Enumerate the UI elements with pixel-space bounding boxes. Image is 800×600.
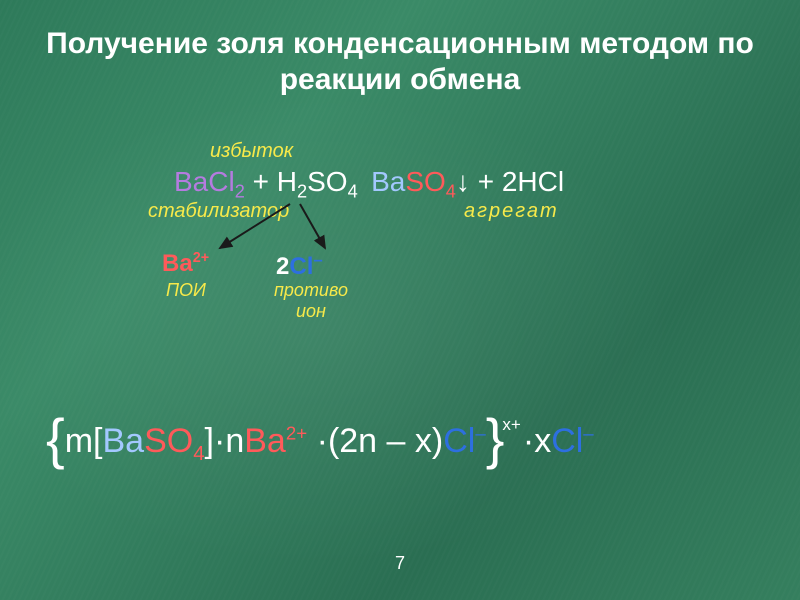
slide: Получение золя конденсационным методом п… bbox=[0, 0, 800, 600]
slide-title: Получение золя конденсационным методом п… bbox=[40, 26, 760, 98]
outer-charge: x+ bbox=[502, 415, 520, 434]
eq-down: ↓ bbox=[456, 166, 470, 197]
cl-text: Cl– bbox=[289, 253, 322, 280]
eq-baso4-so4: SO4 bbox=[405, 166, 456, 197]
label-excess: избыток bbox=[210, 140, 293, 163]
eq-baso4-ba: Ba bbox=[371, 166, 405, 197]
ion-ba2: Ba2+ bbox=[162, 250, 209, 278]
mic-cl2: Cl– bbox=[551, 422, 594, 460]
mic-ba: Ba bbox=[102, 422, 144, 460]
label-poi: ПОИ bbox=[166, 280, 206, 301]
page-number: 7 bbox=[0, 553, 800, 574]
eq-plus-h2so4: + H2SO4 bbox=[245, 166, 371, 197]
ion-2cl: 2Cl– bbox=[276, 250, 323, 281]
mic-paren: (2n – x) bbox=[328, 422, 443, 460]
mic-ba2p: Ba2+ bbox=[244, 422, 307, 460]
label-stabilizer: стабилизатор bbox=[148, 200, 289, 223]
micelle-formula: {m[BaSO4]·nBa2+ ·(2n – x)Cl–}x+·xCl– bbox=[46, 400, 594, 466]
eq-plus-2hcl: + 2HCl bbox=[470, 166, 564, 197]
label-counter-ion: противо ион bbox=[266, 280, 356, 321]
eq-bacl2: BaCl2 bbox=[174, 166, 245, 197]
open-brace: { bbox=[46, 407, 65, 470]
mic-so4: SO4 bbox=[144, 422, 204, 460]
label-aggregate: агрегат bbox=[464, 200, 559, 223]
mic-cl1: Cl– bbox=[443, 422, 486, 460]
reaction-equation: BaCl2 + H2SO4 BaSO4↓ + 2HCl bbox=[174, 166, 564, 203]
